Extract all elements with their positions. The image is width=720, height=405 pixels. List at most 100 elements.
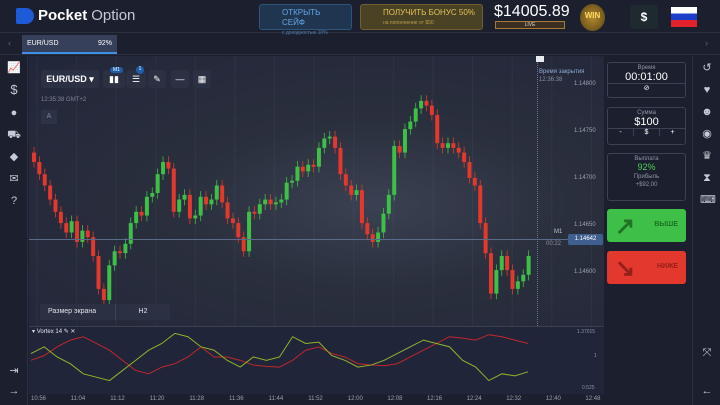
expiration-flag-icon[interactable]: [536, 56, 544, 62]
amount-currency-button[interactable]: $: [633, 129, 660, 136]
candle: [247, 211, 252, 252]
arrow-down-right-icon: ↘: [615, 255, 636, 282]
account-type-badge[interactable]: LIVE: [495, 21, 565, 29]
tabs-left-arrow-icon[interactable]: ‹: [8, 38, 11, 48]
amount-label: Сумма: [637, 110, 656, 116]
open-safe-button[interactable]: ОТКРЫТЬ СЕЙФ с доходностью 10%: [259, 4, 352, 36]
candle: [343, 174, 348, 186]
tab-eur-usd[interactable]: EUR/USD 92%: [22, 35, 117, 54]
payout-value: 92%: [637, 162, 656, 172]
clock-mode-icon[interactable]: ⊘: [608, 83, 685, 92]
candle: [150, 193, 155, 197]
collapse-left-icon[interactable]: ←: [701, 385, 713, 397]
time-tick: 12:48: [585, 396, 601, 402]
market-cart-icon[interactable]: ⛟: [7, 129, 21, 141]
candle: [284, 182, 289, 200]
hourglass-icon[interactable]: ⧗: [703, 172, 711, 184]
layout-grid-icon[interactable]: ▦: [193, 70, 211, 88]
remove-x-icon[interactable]: ✕: [70, 329, 76, 335]
candle: [204, 196, 209, 205]
amount-minus-button[interactable]: -: [619, 129, 622, 136]
candle: [198, 196, 203, 216]
candle: [161, 161, 166, 175]
screen-size-control[interactable]: Размер экрана H2: [40, 304, 170, 320]
achievements-diamond-icon[interactable]: ◆: [9, 151, 19, 163]
social-trading-icon[interactable]: ☻: [701, 106, 713, 118]
get-bonus-button[interactable]: ПОЛУЧИТЬ БОНУС 50% на пополнение от $50: [360, 4, 483, 30]
candle: [96, 255, 101, 289]
candle-timer: 00:22: [546, 241, 562, 247]
tab-payout: 92%: [97, 40, 112, 47]
timer-label: M1: [554, 229, 563, 235]
candle: [456, 147, 461, 153]
vortex-tick: 1: [594, 353, 597, 359]
candle: [515, 281, 520, 289]
candle: [327, 136, 332, 139]
chart-icon[interactable]: 📈: [7, 62, 21, 74]
vortex-svg: [30, 332, 529, 382]
chat-icon[interactable]: ✉: [9, 173, 19, 185]
profit-value: +$92.00: [635, 182, 658, 188]
time-tick: 11:44: [268, 396, 284, 402]
expiration-line: [537, 58, 538, 394]
vortex-indicator-panel[interactable]: ▾ Vortex 14 ✎ ✕ 1.37015 1 0.525: [29, 326, 604, 394]
currency-button[interactable]: $: [630, 5, 658, 29]
candle: [359, 190, 364, 224]
candle: [155, 174, 160, 193]
language-flag-icon[interactable]: [671, 7, 697, 27]
line-tool-icon[interactable]: —: [171, 70, 189, 88]
candle: [209, 199, 214, 205]
asset-selector[interactable]: EUR/USD ▾: [41, 70, 99, 88]
vortex-title[interactable]: ▾ Vortex 14 ✎ ✕: [32, 329, 76, 335]
time-tick: 11:04: [70, 396, 86, 402]
collapse-arrow-icon[interactable]: →: [8, 385, 20, 397]
tabs-right-arrow-icon[interactable]: ›: [705, 38, 708, 48]
candle: [488, 253, 493, 294]
logout-icon[interactable]: ⇥: [9, 365, 19, 377]
candle: [182, 194, 187, 200]
logo[interactable]: Pocket Option: [16, 7, 135, 24]
amount-plus-button[interactable]: +: [670, 129, 675, 136]
amount-value[interactable]: $100: [634, 116, 659, 128]
time-tick: 12:16: [427, 396, 443, 402]
chart-clock: 12:35:38 GMT+2: [41, 97, 87, 103]
brand-light: Option: [91, 7, 136, 24]
time-tick: 11:28: [189, 396, 204, 402]
profile-icon[interactable]: ●: [10, 107, 18, 119]
trophy-icon[interactable]: ♛: [702, 150, 712, 162]
candle: [402, 129, 407, 153]
price-chart[interactable]: [29, 56, 604, 326]
edit-pencil-icon[interactable]: ✎: [63, 329, 69, 335]
candle: [295, 166, 300, 181]
buy-up-button[interactable]: ↗ ВЫШЕ: [607, 209, 686, 242]
indicators-button[interactable]: ☰: [126, 70, 146, 88]
timeframe-badge: M1: [110, 67, 123, 73]
candle: [48, 185, 53, 200]
time-value[interactable]: 00:01:00: [625, 71, 668, 83]
auto-scale-button[interactable]: A: [41, 110, 57, 124]
win-master-badge[interactable]: WIN: [580, 4, 605, 31]
timeframe-button[interactable]: ▮▮: [103, 70, 125, 88]
candle: [290, 180, 295, 183]
heart-pulse-icon[interactable]: ♥: [703, 84, 711, 96]
candle: [300, 166, 305, 172]
fullscreen-icon[interactable]: ⤧: [702, 347, 712, 359]
tournaments-icon[interactable]: ◉: [702, 128, 712, 140]
candle: [268, 199, 273, 205]
safe-sub: с доходностью 10%: [282, 30, 328, 36]
screen-size-value[interactable]: H2: [115, 304, 170, 320]
safe-title: ОТКРЫТЬ СЕЙФ: [282, 8, 321, 27]
drawing-brush-icon[interactable]: ✎: [148, 70, 166, 88]
history-icon[interactable]: ↺: [702, 62, 712, 74]
time-input[interactable]: Время 00:01:00 ⊘: [607, 62, 686, 98]
amount-input[interactable]: Сумма $100 - $ +: [607, 107, 686, 145]
finance-dollar-icon[interactable]: $: [10, 82, 18, 97]
candle: [424, 100, 429, 106]
candle: [193, 215, 198, 219]
vortex-plus-line: [30, 332, 529, 382]
balance[interactable]: $14005.89: [494, 3, 570, 20]
logo-mark-icon: [16, 7, 34, 24]
keyboard-icon[interactable]: ⌨: [700, 194, 716, 206]
help-icon[interactable]: ?: [10, 195, 18, 207]
sell-down-button[interactable]: ↘ НИЖЕ: [607, 251, 686, 284]
